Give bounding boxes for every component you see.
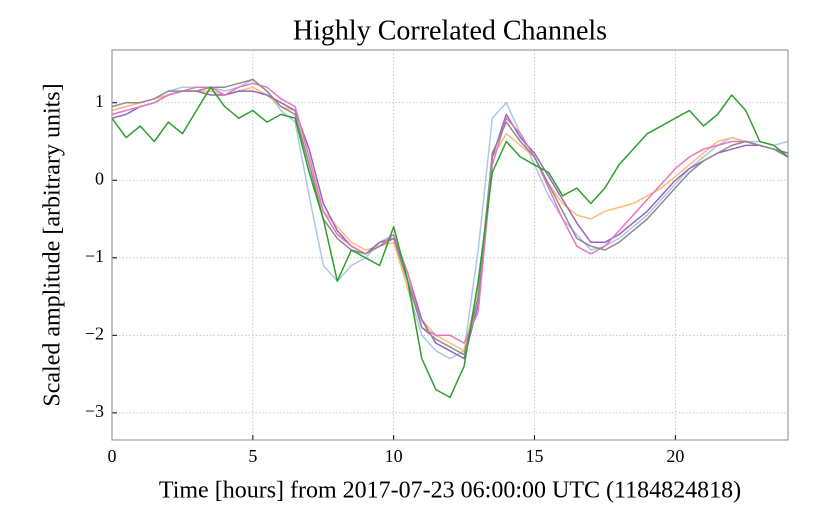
plot-frame — [111, 49, 789, 441]
x-tick-label: 0 — [108, 446, 117, 466]
y-tick-label: 1 — [95, 91, 104, 111]
y-tick-label: −2 — [85, 323, 104, 343]
series-line — [111, 78, 789, 360]
y-tick-label: −1 — [85, 246, 104, 266]
series-line — [111, 86, 789, 399]
series-line — [111, 86, 789, 352]
x-tick-label: 15 — [526, 446, 544, 466]
x-tick-label: 10 — [385, 446, 403, 466]
chart-title: Highly Correlated Channels — [293, 15, 607, 46]
series-line — [111, 78, 789, 356]
x-axis-label: Time [hours] from 2017-07-23 06:00:00 UT… — [159, 478, 741, 504]
x-tick-label: 5 — [248, 446, 257, 466]
series-line — [111, 82, 789, 344]
x-tick-label: 20 — [666, 446, 684, 466]
y-tick-label: −3 — [85, 401, 104, 421]
y-tick-label: 0 — [95, 168, 104, 188]
series-line — [111, 90, 789, 360]
y-axis-label: Scaled amplitude [arbitrary units] — [40, 83, 66, 406]
